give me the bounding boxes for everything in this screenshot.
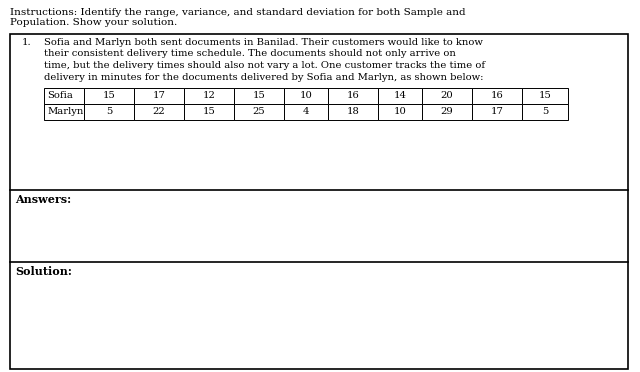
Bar	[44, 88, 84, 104]
Text: Answers:: Answers:	[15, 194, 71, 205]
Bar	[284, 104, 328, 120]
Bar	[522, 88, 568, 104]
Text: 15: 15	[203, 108, 216, 116]
Text: 1.: 1.	[22, 38, 31, 47]
Text: 16: 16	[347, 92, 360, 100]
Text: 16: 16	[491, 92, 504, 100]
Bar	[522, 104, 568, 120]
Bar	[378, 104, 422, 120]
Text: 18: 18	[347, 108, 360, 116]
Text: Sofia: Sofia	[47, 92, 73, 100]
Text: 25: 25	[253, 108, 266, 116]
Text: their consistent delivery time schedule. The documents should not only arrive on: their consistent delivery time schedule.…	[44, 49, 456, 58]
Text: 15: 15	[539, 92, 552, 100]
Bar	[134, 88, 184, 104]
Text: 29: 29	[440, 108, 453, 116]
Text: 17: 17	[491, 108, 504, 116]
Bar	[44, 104, 84, 120]
Text: 15: 15	[253, 92, 266, 100]
Bar	[184, 88, 234, 104]
Text: time, but the delivery times should also not vary a lot. One customer tracks the: time, but the delivery times should also…	[44, 61, 485, 70]
Bar	[472, 104, 522, 120]
Text: Sofia and Marlyn both sent documents in Banilad. Their customers would like to k: Sofia and Marlyn both sent documents in …	[44, 38, 483, 47]
Text: 17: 17	[152, 92, 165, 100]
Text: 22: 22	[152, 108, 165, 116]
Text: 10: 10	[300, 92, 312, 100]
Text: 15: 15	[102, 92, 115, 100]
Text: 12: 12	[203, 92, 216, 100]
Text: 20: 20	[440, 92, 453, 100]
Bar	[422, 88, 472, 104]
Bar	[378, 88, 422, 104]
Bar	[422, 104, 472, 120]
Text: 14: 14	[394, 92, 406, 100]
Text: 5: 5	[542, 108, 548, 116]
Text: Solution:: Solution:	[15, 266, 72, 277]
Text: 10: 10	[394, 108, 406, 116]
Text: 5: 5	[106, 108, 112, 116]
Text: Population. Show your solution.: Population. Show your solution.	[10, 18, 177, 27]
Bar	[234, 104, 284, 120]
Bar	[328, 88, 378, 104]
Bar	[234, 88, 284, 104]
Text: Instructions: Identify the range, variance, and standard deviation for both Samp: Instructions: Identify the range, varian…	[10, 8, 466, 17]
Bar	[472, 88, 522, 104]
Text: Marlyn: Marlyn	[47, 108, 83, 116]
Bar	[184, 104, 234, 120]
Bar	[84, 88, 134, 104]
Text: delivery in minutes for the documents delivered by Sofia and Marlyn, as shown be: delivery in minutes for the documents de…	[44, 73, 483, 81]
Text: 4: 4	[303, 108, 309, 116]
Bar	[134, 104, 184, 120]
Bar	[84, 104, 134, 120]
Bar	[328, 104, 378, 120]
Bar	[284, 88, 328, 104]
